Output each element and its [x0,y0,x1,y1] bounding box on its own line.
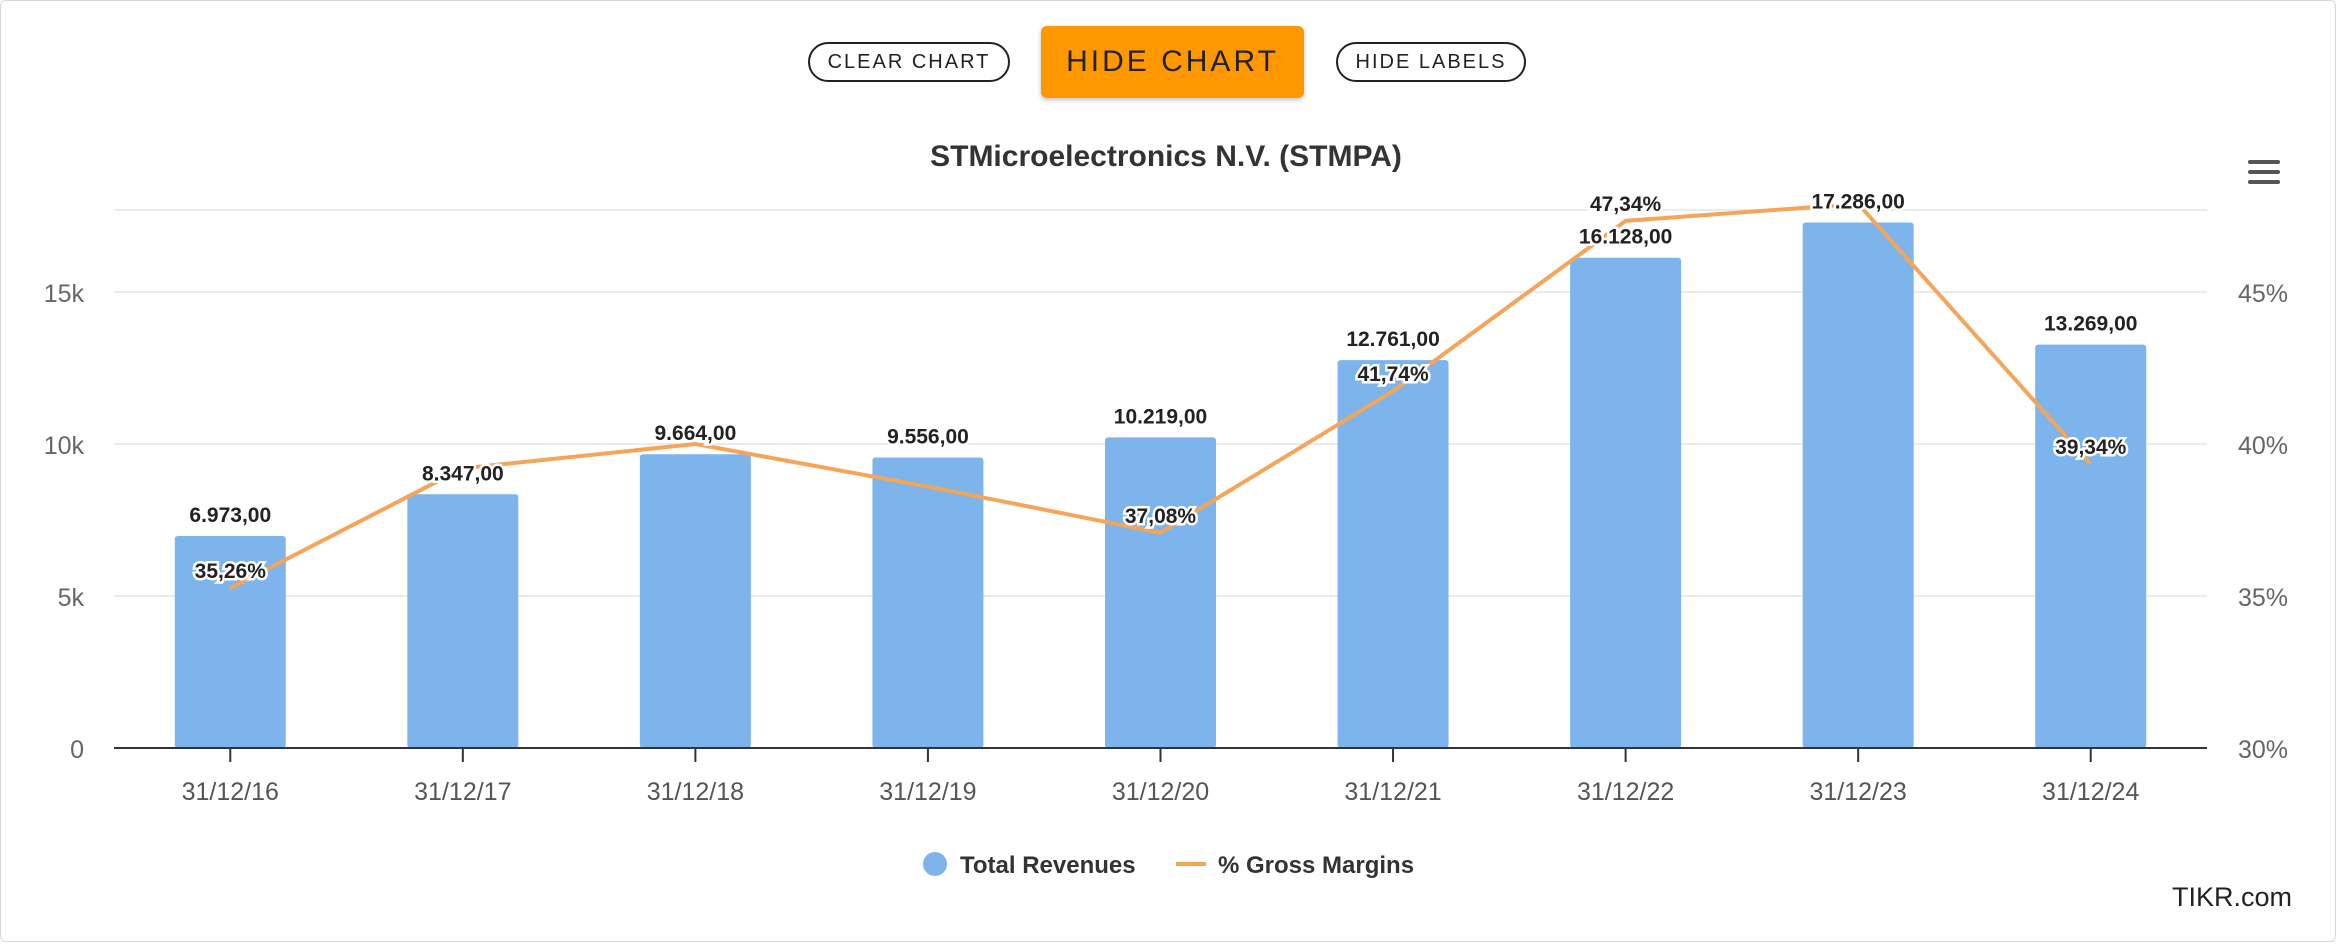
line-series [229,201,2093,590]
line-data-label: 47,34% [1590,193,1662,216]
bar-data-label: 16.128,00 [1579,226,1672,249]
bar [872,457,984,748]
bar-data-label: 6.973,00 [189,504,271,527]
bar [1802,222,1914,748]
y-left-tick-label: 0 [70,736,84,764]
line-data-label: 39,34% [2055,436,2127,459]
bar-data-label: 10.219,00 [1114,405,1207,428]
x-tick-label: 31/12/18 [647,778,744,806]
bar-series [174,222,2147,748]
data-labels: 6.973,00 8.347,00 9.664,00 9.556,00 10.219,0… [187,188,2140,586]
axes: 0 5k 10k 15k 30% 35% 40% 45% 31/12/16 31/12/17 31/… [44,280,2288,806]
x-tick-label: 31/12/19 [879,778,976,806]
tikr-credit: TIKR.com [2171,882,2292,912]
bar [174,536,286,748]
bar [1570,257,1682,748]
bar [1105,437,1216,748]
legend-total-revenues: Total Revenues [960,852,1136,879]
x-tick-label: 31/12/16 [182,778,279,806]
y-right-tick-label: 45% [2238,280,2288,308]
bar-data-label: 13.269,00 [2044,313,2137,336]
bar [1337,360,1449,748]
bar-data-label: 17.286,00 [1811,191,1904,214]
bar-data-label: 12.761,00 [1346,328,1439,351]
clear-chart-button[interactable]: CLEAR CHART [808,42,1010,82]
line-data-label: 41,74% [1357,363,1429,386]
bar-data-label: 9.664,00 [655,422,737,445]
x-tick-label: 31/12/23 [1810,778,1907,806]
x-tick-label: 31/12/20 [1112,778,1209,806]
x-tick-label: 31/12/24 [2042,778,2139,806]
legend-gross-margins: % Gross Margins [1218,852,1414,879]
y-left-tick-label: 10k [44,432,85,460]
hide-labels-button[interactable]: HIDE LABELS [1336,42,1526,82]
y-left-tick-label: 5k [58,584,85,612]
chart-title: STMicroelectronics N.V. (STMPA) [930,140,1402,173]
line-data-label: 35,26% [195,560,267,583]
x-tick-label: 31/12/17 [414,778,511,806]
y-right-tick-label: 30% [2238,736,2288,764]
bar [407,494,519,748]
x-tick-label: 31/12/21 [1344,778,1441,806]
hide-chart-button[interactable]: HIDE CHART [1041,26,1304,98]
legend-bar-marker [923,852,947,876]
legend: Total Revenues % Gross Margins [923,852,1414,879]
bar-data-label: 9.556,00 [887,425,969,448]
chart-menu-icon[interactable] [2244,156,2284,192]
y-right-tick-label: 40% [2238,432,2288,460]
bar [2035,344,2147,748]
bar [639,454,751,748]
x-tick-label: 31/12/22 [1577,778,1674,806]
line-data-label: 37,08% [1125,505,1197,528]
y-left-tick-label: 15k [44,280,85,308]
bar-data-label: 8.347,00 [422,462,504,485]
y-right-tick-label: 35% [2238,584,2288,612]
